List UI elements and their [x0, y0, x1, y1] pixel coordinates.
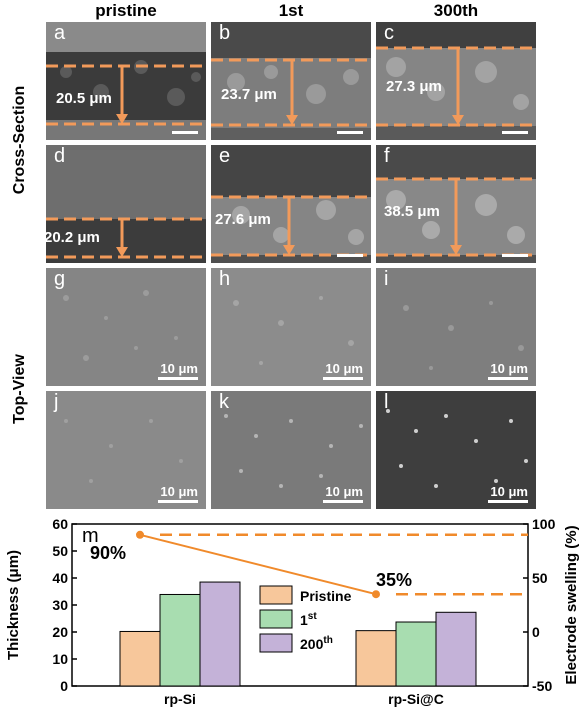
scale-label-i: 10 μm — [490, 361, 528, 376]
y2-tick-label: 50 — [532, 570, 548, 586]
category-label: rp-Si — [164, 691, 196, 707]
swelling-line — [139, 533, 377, 596]
y-tick-label: 0 — [60, 678, 68, 694]
panel-letter-i: i — [384, 268, 389, 290]
sem-panel-h: h 10 μm — [211, 268, 371, 386]
y-tick-label: 10 — [52, 651, 68, 667]
legend-swatch — [259, 609, 293, 629]
y2-tick-label: 0 — [532, 624, 540, 640]
panel-letter-f: f — [384, 145, 390, 167]
panel-letter-j: j — [54, 391, 59, 413]
row-label-top-view: Top-View — [11, 354, 28, 424]
sem-image-c — [376, 22, 536, 127]
bar — [199, 581, 241, 687]
sem-image-a — [46, 22, 206, 140]
panel-letter-k: k — [219, 391, 229, 413]
scale-bar-l — [488, 500, 528, 503]
thickness-label-a: 20.5 μm — [56, 90, 112, 107]
swelling-label: 90% — [90, 543, 126, 563]
panel-letter-a: a — [54, 22, 66, 44]
sem-panel-l: l 10 μm — [376, 391, 536, 509]
y-tick-label: 40 — [52, 570, 68, 586]
y2-tick-label: 100 — [532, 516, 556, 532]
scale-bar-k — [323, 500, 363, 503]
scale-label-j: 10 μm — [160, 484, 198, 499]
scale-label-k: 10 μm — [325, 484, 363, 499]
thickness-label-e: 27.6 μm — [215, 211, 271, 228]
sem-panel-b: b 23.7 μm — [211, 22, 371, 140]
sem-panel-f: f 38.5 μm — [376, 145, 536, 263]
thickness-label-f: 38.5 μm — [384, 203, 440, 220]
legend-swatch — [259, 633, 293, 653]
sem-image-g — [63, 290, 178, 361]
bar — [395, 621, 437, 687]
panel-letter-c: c — [384, 22, 394, 44]
scale-label-l: 10 μm — [490, 484, 528, 499]
y-axis-label: Thickness (μm) — [5, 550, 22, 660]
sem-image-b — [211, 22, 371, 128]
sem-panel-a: a 20.5 μm — [46, 22, 206, 140]
sem-image-d — [46, 145, 206, 263]
chart-panel-m: 0 10 20 30 40 50 60 -50 0 50 100 Thickness (μm) Elec… — [0, 512, 586, 711]
sem-image-k — [224, 414, 363, 488]
y-tick-label: 30 — [52, 597, 68, 613]
column-header-300th: 300th — [433, 1, 479, 20]
y2-tick-label: -50 — [532, 678, 552, 694]
column-header-1st: 1st — [278, 1, 304, 20]
legend-swatch — [259, 585, 293, 605]
sem-panel-g: g 10 μm — [46, 268, 206, 386]
legend-label: 1st — [300, 611, 317, 628]
sem-image-l — [386, 409, 528, 488]
panel-letter-g: g — [54, 268, 66, 290]
scale-bar-f — [502, 254, 528, 257]
y2-axis-label: Electrode swelling (%) — [563, 525, 580, 684]
scale-bar-c — [502, 131, 528, 134]
thickness-label-c: 27.3 μm — [386, 78, 442, 95]
sem-panel-j: j 10 μm — [46, 391, 206, 509]
thickness-label-b: 23.7 μm — [221, 86, 277, 103]
scale-bar-h — [323, 377, 363, 380]
row-label-cross-section: Cross-Section — [11, 85, 28, 195]
scale-bar-b — [337, 131, 363, 134]
sem-image-i — [403, 301, 524, 370]
panel-letter-m: m — [82, 525, 99, 547]
panel-letter-l: l — [384, 391, 389, 413]
scale-label-h: 10 μm — [325, 361, 363, 376]
panel-letter-h: h — [219, 268, 231, 290]
legend-label: Pristine — [300, 588, 352, 604]
sem-image-h — [233, 296, 354, 365]
scale-bar-a — [172, 131, 198, 134]
scale-label-g: 10 μm — [160, 361, 198, 376]
panel-letter-b: b — [219, 22, 231, 44]
panel-letter-d: d — [54, 145, 66, 167]
column-header-pristine: pristine — [95, 1, 157, 20]
category-label: rp-Si@C — [388, 691, 444, 707]
bar — [159, 593, 201, 687]
bar — [435, 611, 477, 687]
swelling-point — [372, 590, 380, 599]
sem-panel-c: c 27.3 μm — [376, 22, 536, 140]
scale-bar-e — [337, 254, 363, 257]
y-tick-label: 20 — [52, 624, 68, 640]
sem-image-f — [376, 145, 536, 257]
sem-panel-i: i 10 μm — [376, 268, 536, 386]
scale-bar-i — [488, 377, 528, 380]
sem-image-j — [64, 419, 183, 483]
swelling-point — [136, 530, 144, 539]
sem-image-e — [211, 145, 371, 257]
scale-bar-g — [158, 377, 198, 380]
y-tick-label: 50 — [52, 543, 68, 559]
bar — [355, 630, 397, 687]
sem-panel-e: e 27.6 μm — [211, 145, 371, 263]
scale-bar-j — [158, 500, 198, 503]
thickness-label-d: 20.2 μm — [46, 229, 100, 246]
legend-label: 200th — [300, 635, 333, 652]
y-tick-label: 60 — [52, 516, 68, 532]
panel-letter-e: e — [219, 145, 231, 167]
sem-panel-d: d 20.2 μm — [46, 145, 206, 263]
sem-panel-k: k 10 μm — [211, 391, 371, 509]
thickness-swelling-chart: 0 10 20 30 40 50 60 -50 0 50 100 Thickness (μm) Elec… — [5, 516, 580, 707]
bar — [119, 630, 161, 687]
swelling-label: 35% — [376, 570, 412, 590]
